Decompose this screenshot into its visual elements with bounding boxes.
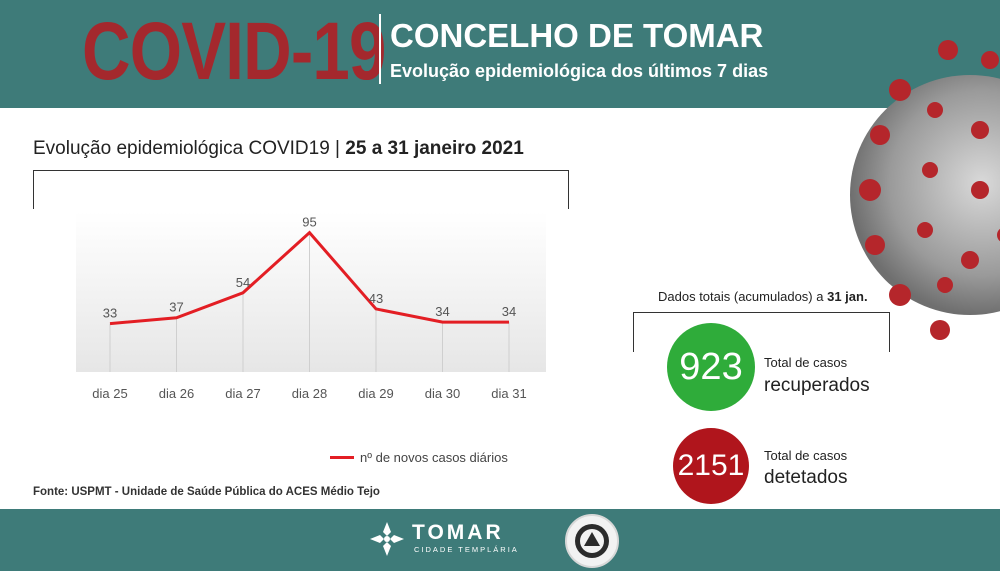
tomar-logo-subtitle: CIDADE TEMPLÁRIA [414, 545, 519, 554]
x-tick-label: dia 30 [425, 386, 460, 401]
source-note: Fonte: USPMT - Unidade de Saúde Pública … [33, 486, 380, 498]
x-tick-label: dia 29 [358, 386, 393, 401]
plot-area [76, 212, 546, 372]
header-subtitle: Evolução epidemiológica dos últimos 7 di… [390, 61, 769, 81]
totals-title: Dados totais (acumulados) a 31 jan. [658, 289, 868, 304]
recovered-label-small: Total de casos [764, 355, 848, 370]
x-tick-label: dia 31 [491, 386, 526, 401]
series-line [109, 230, 509, 326]
totals-title-prefix: Dados totais (acumulados) a [658, 289, 828, 304]
covid-title: COVID-19 [82, 6, 386, 97]
chart-frame [33, 170, 569, 209]
data-label: 34 [435, 304, 449, 319]
footer-banner [0, 509, 1000, 571]
civil-protection-seal-icon [565, 514, 619, 568]
totals-title-date: 31 jan. [827, 289, 868, 304]
totals-frame [633, 312, 890, 352]
detected-label-small: Total de casos [764, 448, 848, 463]
data-label: 54 [236, 275, 250, 290]
chart-title-period: 25 a 31 janeiro 2021 [345, 138, 524, 159]
data-label: 43 [369, 291, 383, 306]
legend-label: nº de novos casos diários [360, 450, 508, 465]
x-tick-label: dia 27 [225, 386, 260, 401]
data-label: 37 [169, 300, 183, 315]
seal-emblem-icon [575, 524, 609, 558]
legend-swatch [330, 456, 354, 459]
header-divider [379, 14, 381, 84]
chart-legend: nº de novos casos diários [330, 450, 508, 465]
tomar-logo-text: TOMAR [412, 521, 504, 544]
chart-title-prefix: Evolução epidemiológica COVID19 | [33, 138, 346, 159]
templar-cross-icon [370, 522, 404, 556]
header-banner [0, 0, 1000, 108]
data-label: 34 [502, 304, 516, 319]
data-label: 33 [103, 306, 117, 321]
data-label: 95 [302, 215, 316, 230]
x-tick-label: dia 26 [159, 386, 194, 401]
chart-title: Evolução epidemiológica COVID19 | 25 a 3… [33, 138, 524, 160]
x-tick-label: dia 25 [92, 386, 127, 401]
header-title: CONCELHO DE TOMAR [390, 17, 764, 54]
x-tick-label: dia 28 [292, 386, 327, 401]
detected-count-badge: 2151 [673, 428, 749, 504]
virus-illustration-icon [850, 40, 1000, 340]
detected-label-big: detetados [764, 467, 848, 488]
recovered-label-big: recuperados [764, 375, 870, 396]
recovered-count-badge: 923 [667, 323, 755, 411]
